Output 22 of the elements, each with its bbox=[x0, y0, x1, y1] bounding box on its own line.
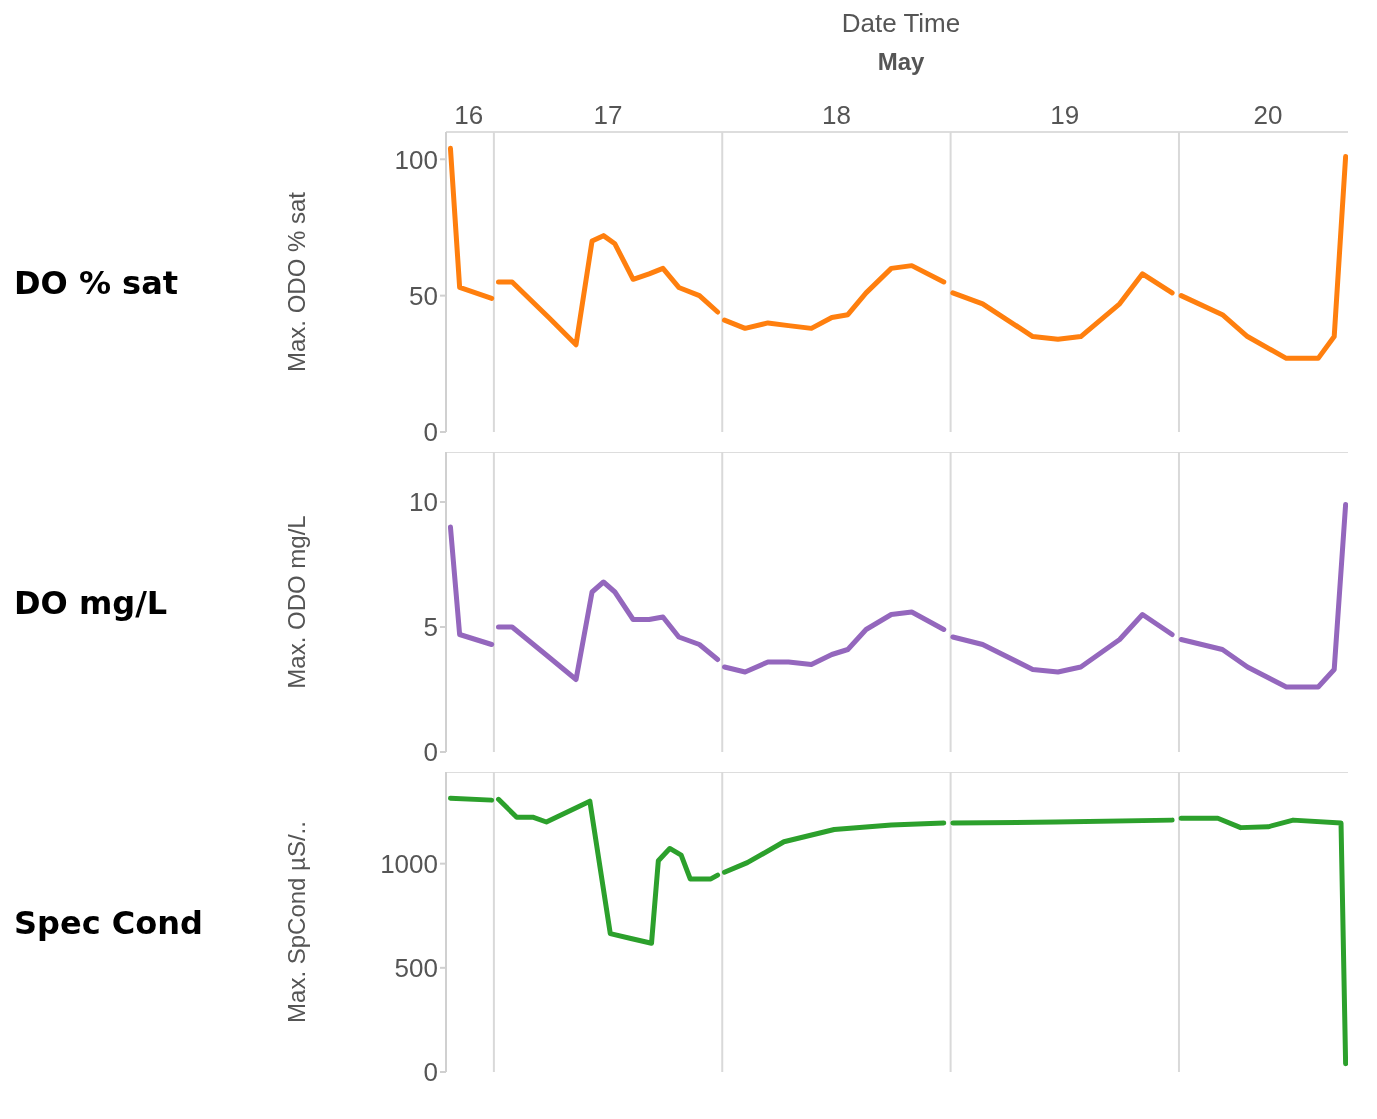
y-tick-label: 500 bbox=[394, 953, 438, 984]
y-tick-label: 0 bbox=[423, 1057, 438, 1088]
y-axis-title: Max. SpCond µS/.. bbox=[282, 821, 310, 1023]
text: May bbox=[876, 48, 926, 77]
y-tick-label: 50 bbox=[409, 280, 438, 311]
y-tick-label: 0 bbox=[423, 417, 438, 448]
x-tick-label: 16 bbox=[454, 100, 484, 130]
y-tick-label: 10 bbox=[409, 487, 438, 518]
text: DO % sat bbox=[14, 264, 180, 302]
x-tick-label: 18 bbox=[821, 100, 851, 130]
x-tick-label: 20 bbox=[1253, 100, 1283, 130]
y-axis-title: Max. ODO mg/L bbox=[282, 515, 310, 689]
y-tick-label: 1000 bbox=[380, 848, 438, 879]
x-axis-title: Date Time bbox=[840, 8, 962, 40]
text: DO mg/L bbox=[14, 584, 169, 622]
text: Spec Cond bbox=[14, 904, 204, 942]
x-tick-label: 17 bbox=[593, 100, 623, 130]
y-tick-label: 0 bbox=[423, 737, 438, 768]
x-tick-label: 19 bbox=[1050, 100, 1080, 130]
y-tick-label: 5 bbox=[423, 612, 438, 643]
y-tick-label: 100 bbox=[394, 144, 438, 175]
y-axis-title: Max. ODO % sat bbox=[282, 191, 310, 373]
